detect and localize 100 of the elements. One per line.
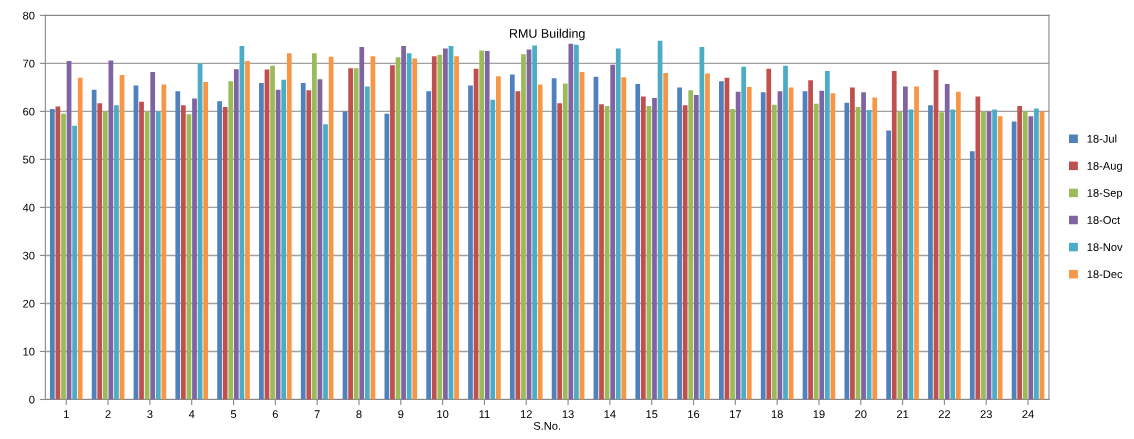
bar [866,109,872,400]
bar [663,72,668,400]
bar [981,111,986,400]
bar [819,90,825,400]
bar [730,109,735,400]
bar [886,130,892,400]
bar [1034,108,1039,400]
bar [677,87,682,400]
bar [844,102,850,400]
bar [306,90,312,400]
bar [431,56,437,400]
bar [813,103,819,400]
bar [562,83,568,400]
bar [969,151,975,400]
y-tick-label: 70 [23,59,35,68]
bar [426,91,432,400]
legend-label: 18-Nov [1087,243,1123,252]
x-tick-label: 15 [646,410,658,419]
bar [72,125,77,400]
bar [760,92,766,400]
x-tick-label: 6 [272,410,278,419]
bar [390,65,395,400]
bar [412,58,418,400]
bar [746,86,752,400]
bar [312,53,317,400]
legend-label: 18-Aug [1087,161,1122,173]
bar [771,104,777,400]
x-axis-title: S.No. [533,421,561,430]
bar [401,46,406,400]
bar [992,109,997,400]
y-tick-label: 10 [23,347,35,356]
bar [955,91,961,400]
bar [950,109,956,400]
bar [1017,106,1023,400]
bar [259,83,264,400]
bar [217,101,222,400]
bar [897,111,903,400]
bar [705,73,710,400]
bar [766,68,772,400]
bar [323,124,328,400]
bar [484,50,490,400]
x-tick-label: 3 [147,410,153,419]
x-tick-label: 23 [980,410,992,419]
bar [928,105,933,400]
bar [281,79,287,400]
bar [270,65,275,400]
bar [286,53,292,400]
bar [640,96,646,400]
x-tick-label: 12 [520,410,532,418]
bar [1022,111,1028,400]
bar [353,68,359,400]
y-tick-label: 20 [23,299,35,308]
bar [808,80,813,400]
bar [222,107,228,400]
bar [532,45,537,400]
x-tick-label: 4 [188,410,195,418]
bar [161,84,167,400]
bar [824,71,830,400]
bar [783,65,788,400]
x-tick-label: 7 [314,410,320,418]
bar [150,72,156,400]
bar [437,54,443,400]
x-tick-label: 13 [562,410,574,419]
y-tick-label: 60 [23,107,35,116]
bar [275,89,281,400]
bar [359,47,365,400]
bar [406,53,412,400]
bar [939,112,944,400]
x-tick-label: 8 [356,410,362,419]
x-tick-label: 11 [479,410,490,418]
bar [903,86,908,400]
bar [568,43,574,400]
legend-label: 18-Dec [1087,270,1123,279]
bar [384,113,390,400]
bar [574,44,579,400]
bar [688,90,694,400]
bar [1028,116,1034,400]
bar [944,84,950,400]
bar [997,116,1003,400]
bar [348,68,353,400]
x-tick-label: 17 [730,410,741,418]
x-tick-label: 16 [688,410,700,419]
bar [652,97,657,400]
x-tick-label: 19 [813,410,825,419]
x-tick-label: 14 [604,410,616,418]
y-tick-label: 80 [23,11,35,20]
bar [114,105,119,400]
bar [91,89,97,400]
bar [861,92,866,400]
y-tick-label: 50 [23,155,35,164]
bar [300,83,306,400]
bar [228,81,234,400]
bar [180,105,186,400]
bar [61,113,66,400]
bar [245,60,250,400]
bar [599,104,604,400]
bar [557,103,563,400]
x-tick-label: 9 [398,410,404,419]
bar [203,82,209,400]
x-tick-label: 20 [855,410,867,419]
